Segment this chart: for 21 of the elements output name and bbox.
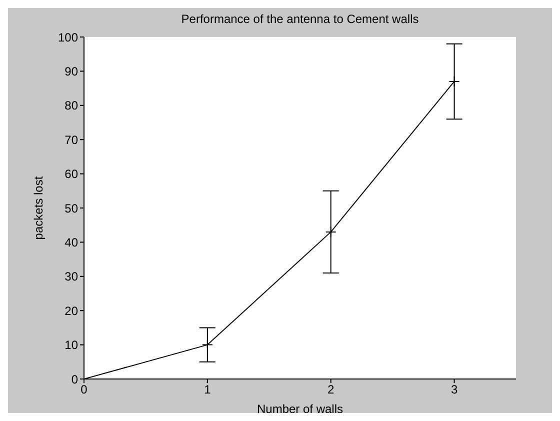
x-tick-label: 2 xyxy=(328,382,335,397)
point xyxy=(325,226,336,238)
x-tick-label: 3 xyxy=(450,382,458,397)
y-tick-label: 80 xyxy=(64,98,78,113)
y-tick-label: 60 xyxy=(64,167,78,182)
y-tick-label: 10 xyxy=(64,338,78,352)
x-axis-title: Number of walls xyxy=(256,402,344,416)
chart-title: Performance of the antenna to Cement walls xyxy=(180,12,420,26)
point xyxy=(202,339,213,350)
y-tick-label: 0 xyxy=(71,372,78,386)
y-tick-label: 20 xyxy=(64,304,78,318)
x-tick-label: 0 xyxy=(80,382,88,397)
y-axis-title: packets lost xyxy=(31,176,46,240)
y-tick-label: 30 xyxy=(64,270,78,284)
y-tick-label: 100 xyxy=(58,30,78,44)
y-tick-label: 40 xyxy=(64,235,78,250)
point xyxy=(448,76,460,87)
y-tick-label: 90 xyxy=(64,64,78,78)
y-tick-label: 50 xyxy=(64,201,78,216)
x-tick-label: 1 xyxy=(204,382,212,397)
y-tick-label: 70 xyxy=(64,132,78,147)
